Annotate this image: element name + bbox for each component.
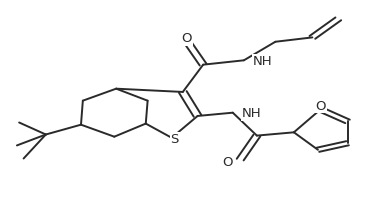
Text: O: O bbox=[181, 32, 192, 45]
Text: NH: NH bbox=[242, 107, 261, 120]
Text: NH: NH bbox=[253, 55, 273, 68]
Text: S: S bbox=[170, 133, 179, 146]
Text: O: O bbox=[222, 156, 233, 169]
Text: O: O bbox=[315, 100, 326, 113]
